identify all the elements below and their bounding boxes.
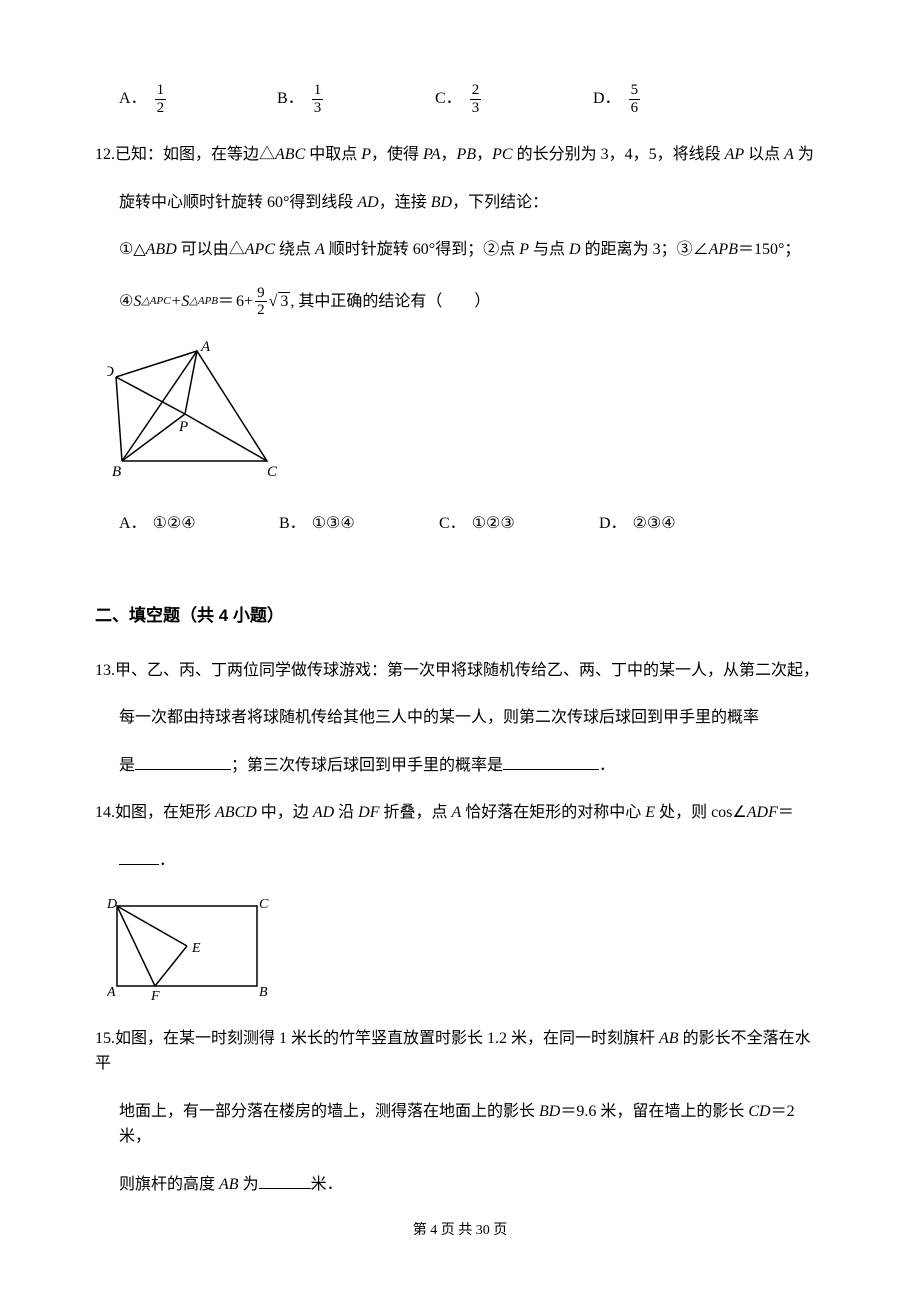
label-P: P	[178, 419, 188, 435]
label-C: C	[267, 464, 278, 480]
label-E: E	[191, 941, 201, 956]
circ4: ④	[119, 289, 133, 315]
q13-line1: 13.甲、乙、丙、丁两位同学做传球游戏：第一次甲将球随机传给乙、两、丁中的某一人…	[95, 658, 825, 684]
q11-options: A． 1 2 B． 1 3 C． 2 3 D． 5 6	[119, 82, 825, 116]
q13-line2: 每一次都由持球者将球随机传给其他三人中的某一人，则第二次传球后球回到甲手里的概率	[119, 705, 825, 731]
q14-figure: D C A B E F	[107, 896, 277, 1006]
option-letter: A．	[119, 86, 147, 112]
fraction-9-2: 9 2	[255, 285, 267, 319]
label-B: B	[259, 985, 268, 1000]
page-footer: 第 4 页 共 30 页	[95, 1220, 825, 1242]
question-15: 15.如图，在某一时刻测得 1 米长的竹竿竖直放置时影长 1.2 米，在同一时刻…	[95, 1026, 825, 1198]
option-letter: B．	[277, 86, 304, 112]
question-13: 13.甲、乙、丙、丁两位同学做传球游戏：第一次甲将球随机传给乙、两、丁中的某一人…	[95, 658, 825, 779]
q12-line2: 旋转中心顺时针旋转 60°得到线段 AD，连接 BD，下列结论：	[119, 190, 825, 216]
q12-option-a: A．①②④	[119, 511, 279, 537]
q12-options: A．①②④ B．①③④ C．①②③ D．②③④	[119, 511, 825, 537]
label-C: C	[259, 897, 269, 912]
q12-option-c: C．①②③	[439, 511, 599, 537]
q14-line1: 14.如图，在矩形 ABCD 中，边 AD 沿 DF 折叠，点 A 恰好落在矩形…	[95, 800, 825, 826]
option-letter: D．	[593, 86, 621, 112]
q13-line3: 是；第三次传球后球回到甲手里的概率是．	[119, 753, 825, 779]
label-F: F	[150, 989, 160, 1004]
q13-blank2	[503, 753, 599, 770]
q12-line3: ①△ABD 可以由△APC 绕点 A 顺时针旋转 60°得到；②点 P 与点 D…	[119, 237, 825, 263]
label-B: B	[112, 464, 121, 480]
label-D: D	[107, 364, 114, 380]
q15-line3: 则旗杆的高度 AB 为米．	[119, 1172, 825, 1198]
q11-option-c: C． 2 3	[435, 82, 593, 116]
q11-option-b: B． 1 3	[277, 82, 435, 116]
sqrt-3: √3	[269, 289, 291, 315]
label-A: A	[200, 341, 211, 355]
circ1: ①	[119, 241, 133, 258]
q11-option-a: A． 1 2	[119, 82, 277, 116]
q13-blank1	[135, 753, 231, 770]
q14-blank	[119, 848, 159, 865]
label-D: D	[107, 897, 117, 912]
fraction: 1 3	[312, 82, 324, 116]
fraction: 1 2	[155, 82, 167, 116]
q12-line4: ④S△APC+S△APB＝ 6+ 9 2 √3 , 其中正确的结论有（ ）	[119, 285, 825, 319]
circ3: ③	[677, 241, 693, 258]
label-A: A	[107, 985, 116, 1000]
q15-blank	[259, 1172, 311, 1189]
q15-line1: 15.如图，在某一时刻测得 1 米长的竹竿竖直放置时影长 1.2 米，在同一时刻…	[95, 1026, 825, 1077]
q12-figure: A B C D P	[107, 341, 287, 491]
section-2-title: 二、填空题（共 4 小题）	[95, 602, 825, 629]
question-14: 14.如图，在矩形 ABCD 中，边 AD 沿 DF 折叠，点 A 恰好落在矩形…	[95, 800, 825, 1005]
q12-option-d: D．②③④	[599, 511, 759, 537]
option-letter: C．	[435, 86, 462, 112]
q14-line2: ．	[119, 848, 825, 874]
q11-option-d: D． 5 6	[593, 82, 751, 116]
q12-option-b: B．①③④	[279, 511, 439, 537]
q15-line2: 地面上，有一部分落在楼房的墙上，测得落在地面上的影长 BD＝9.6 米，留在墙上…	[119, 1099, 825, 1150]
fraction: 5 6	[629, 82, 641, 116]
q12-line1: 12.已知：如图，在等边△ABC 中取点 P，使得 PA，PB，PC 的长分别为…	[95, 142, 825, 168]
question-12: 12.已知：如图，在等边△ABC 中取点 P，使得 PA，PB，PC 的长分别为…	[95, 142, 825, 536]
fraction: 2 3	[470, 82, 482, 116]
six-plus: 6+	[236, 289, 253, 315]
circ2: ②	[483, 241, 499, 258]
